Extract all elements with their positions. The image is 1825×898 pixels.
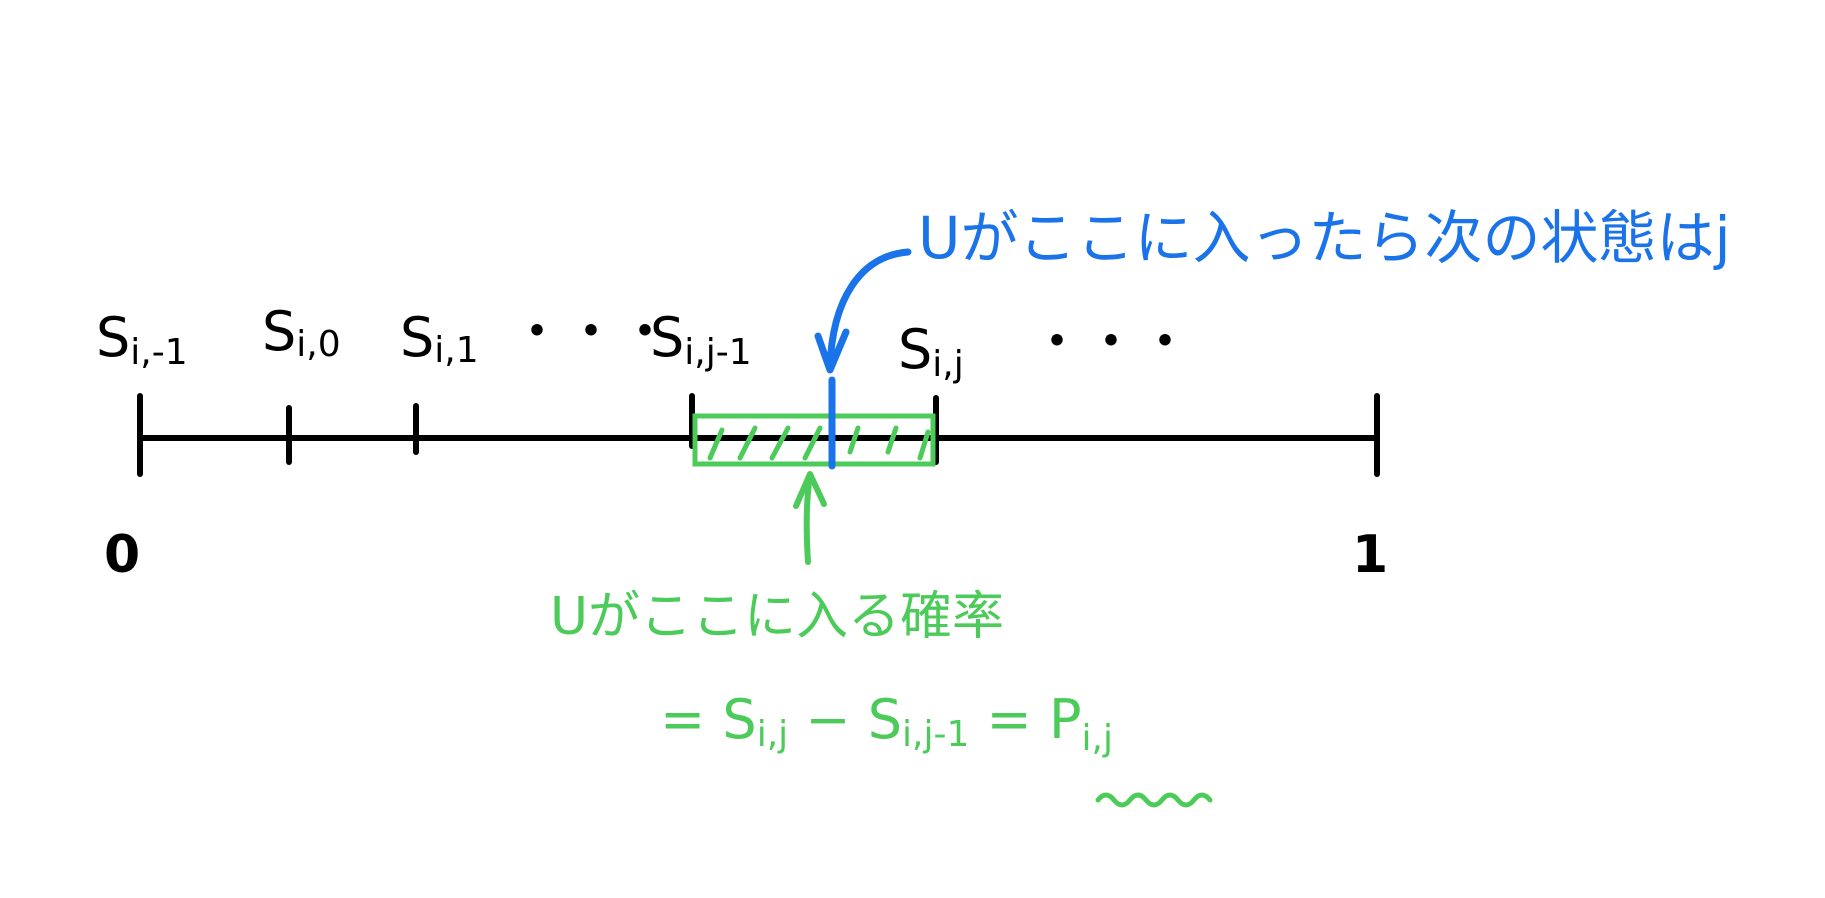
axis-start-label: 0 [104, 525, 140, 585]
tick-label-s-i-0: Si,0 [262, 300, 341, 365]
tick-label-s-i-neg1: Si,-1 [96, 306, 188, 373]
tick-label-dots-1: ・・・ [510, 300, 672, 363]
tick-label-s-i-1: Si,1 [400, 306, 479, 371]
tick-label-dots-2: ・・・ [1030, 310, 1192, 373]
blue-annotation: Uがここに入ったら次の状態はj [918, 204, 1731, 272]
interval-highlight [692, 413, 936, 467]
green-equation: = Si,j − Si,j-1 = Pi,j [660, 688, 1113, 759]
tick-label-s-i-j: Si,j [898, 318, 964, 385]
axis-end-label: 1 [1352, 525, 1388, 585]
green-arrow [793, 471, 827, 565]
blue-arrow [814, 248, 912, 374]
green-annotation-line1: Uがここに入る確率 [550, 587, 1004, 647]
p-underline-wave [1095, 792, 1213, 808]
tick-label-s-i-j-1: Si,j-1 [650, 306, 752, 373]
